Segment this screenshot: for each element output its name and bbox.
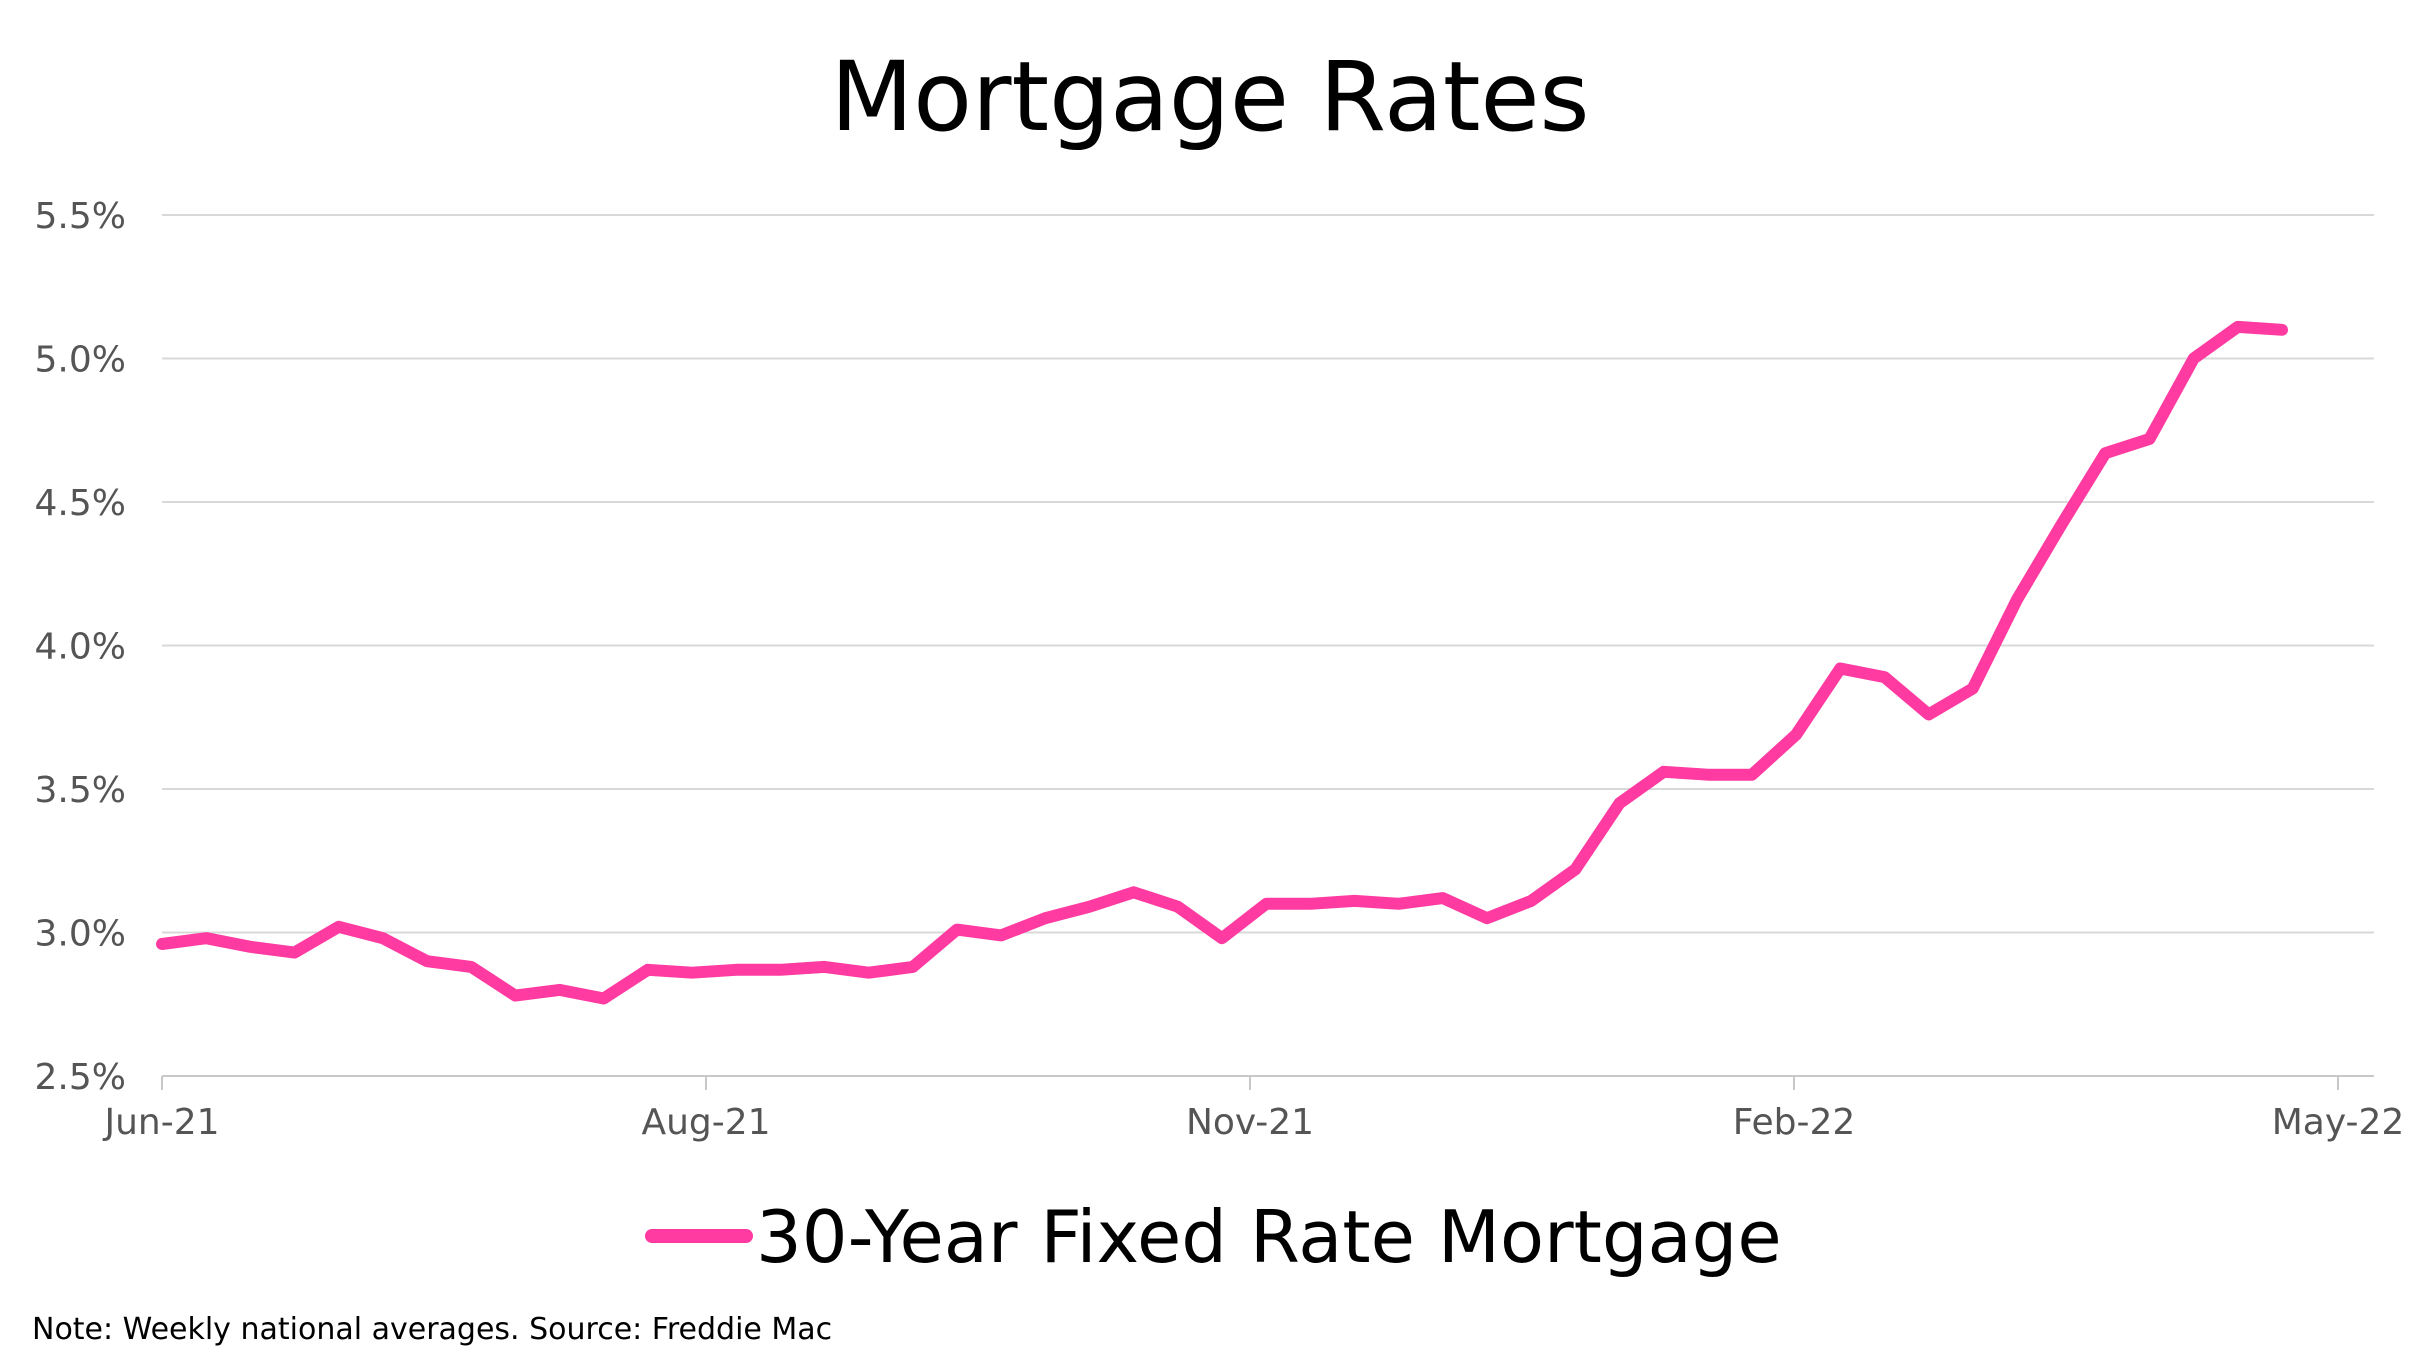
y-tick-label: 3.5%	[35, 770, 126, 811]
y-tick-label: 5.0%	[35, 340, 126, 381]
gridlines	[162, 214, 2374, 934]
x-tick-label: Nov-21	[1186, 1102, 1314, 1143]
y-axis-ticks: 2.5% 3.0% 3.5% 4.0% 4.5% 5.0% 5.5%	[35, 196, 126, 1098]
series-line	[156, 320, 2288, 1005]
series-lines	[156, 320, 2288, 1005]
y-tick-label: 2.5%	[35, 1057, 126, 1098]
legend-label: 30-Year Fixed Rate Mortgage	[756, 1195, 1782, 1279]
y-tick-label: 5.5%	[35, 196, 126, 237]
chart-title: Mortgage Rates	[830, 41, 1589, 153]
x-tick-label: Jun-21	[102, 1102, 219, 1143]
x-tick-label: Feb-22	[1733, 1102, 1856, 1143]
y-tick-label: 3.0%	[35, 914, 126, 955]
x-tick-label: Aug-21	[641, 1102, 770, 1143]
y-tick-label: 4.0%	[35, 627, 126, 668]
x-axis-ticks: Jun-21 Aug-21 Nov-21 Feb-22 May-22	[102, 1076, 2404, 1143]
x-tick-label: May-22	[2272, 1102, 2405, 1143]
legend: 30-Year Fixed Rate Mortgage	[645, 1195, 1782, 1279]
y-tick-label: 4.5%	[35, 483, 126, 524]
source-note: Note: Weekly national averages. Source: …	[32, 1312, 832, 1347]
